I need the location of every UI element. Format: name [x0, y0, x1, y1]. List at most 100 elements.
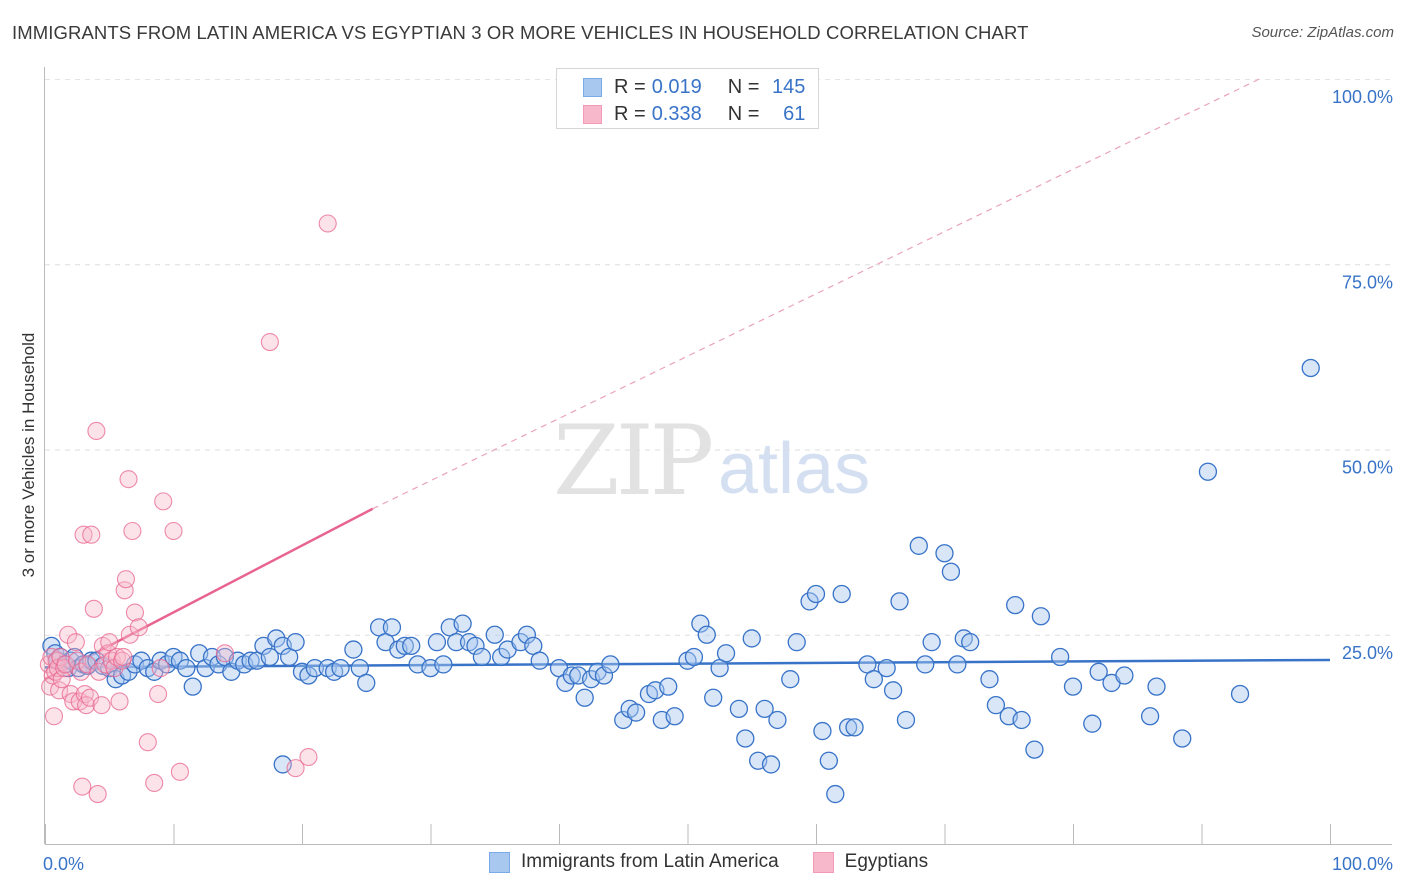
scatter-point-egyptians	[116, 570, 136, 589]
scatter-point-latin-america	[922, 633, 941, 652]
legend-swatch-blue	[489, 851, 510, 873]
tick-labels: 25.0% 50.0% 75.0% 100.0% 0.0% 100.0%	[43, 87, 1393, 874]
scatter-point-egyptians	[88, 785, 107, 804]
trend-line-latin-america	[44, 658, 1331, 669]
scatter-point-egyptians	[120, 625, 139, 644]
scatter-point-latin-america	[832, 584, 851, 604]
scatter-point-latin-america	[357, 673, 376, 693]
source-label: Source: ZipAtlas.com	[1251, 24, 1394, 41]
r-label: R =	[614, 75, 646, 98]
scatter-point-latin-america	[729, 699, 749, 718]
n-label: N =	[727, 75, 760, 98]
scatter-point-egyptians	[164, 521, 183, 541]
scatter-point-egyptians	[318, 214, 337, 233]
correlation-legend: R = 0.019 N = 145 R = 0.338 N = 61	[556, 68, 819, 129]
scatter-point-latin-america	[395, 636, 414, 656]
scatter-point-egyptians	[299, 747, 318, 767]
n-value: 61	[783, 102, 806, 125]
scatter-point-latin-america	[1083, 714, 1102, 733]
legend-item-egyptians: Egyptians	[812, 851, 929, 873]
scatter-point-latin-america	[1198, 462, 1218, 481]
legend-row-latin-america: R = 0.019 N = 145	[583, 75, 805, 99]
scatter-point-latin-america	[1031, 607, 1051, 626]
scatter-point-latin-america	[909, 536, 928, 555]
watermark-zip: ZIP	[553, 405, 714, 517]
scatter-point-egyptians	[170, 762, 189, 781]
scatter-point-latin-america	[755, 699, 774, 718]
scatter-point-egyptians	[151, 659, 170, 678]
scatter-point-egyptians	[84, 599, 103, 618]
scatter-point-latin-america	[562, 666, 581, 685]
scatter-point-latin-america	[402, 636, 421, 656]
scatter-point-latin-america	[1006, 595, 1025, 615]
scatter-point-latin-america	[1063, 677, 1083, 696]
scatter-point-latin-america	[447, 633, 466, 652]
scatter-point-latin-america	[781, 670, 800, 689]
y-tick-label: 75.0%	[1342, 272, 1393, 292]
scatter-point-egyptians	[286, 759, 305, 778]
scatter-point-latin-america	[260, 647, 280, 667]
scatter-point-latin-america	[1115, 666, 1134, 685]
scatter-point-egyptians	[73, 777, 92, 796]
scatter-point-latin-america	[485, 625, 504, 644]
x-tick-label-max: 100.0%	[1332, 854, 1393, 874]
scatter-point-egyptians	[145, 773, 164, 793]
trend-line-egyptians-extension	[372, 78, 1260, 510]
scatter-point-latin-america	[716, 644, 736, 663]
scatter-point-egyptians	[114, 647, 133, 667]
x-tick-label-min: 0.0%	[43, 854, 84, 874]
scatter-point-latin-america	[845, 718, 864, 737]
scatter-point-latin-america	[170, 651, 190, 670]
scatter-point-egyptians	[149, 684, 168, 704]
scatter-point-latin-america	[299, 666, 318, 685]
scatter-point-latin-america	[896, 710, 916, 730]
scatter-point-latin-america	[659, 677, 678, 696]
scatter-point-latin-america	[286, 633, 305, 652]
legend-swatch-pink	[583, 104, 602, 124]
scatter-point-latin-america	[864, 670, 883, 689]
legend-label: Egyptians	[844, 851, 929, 872]
trend-lines	[44, 78, 1331, 681]
scatter-point-latin-america	[665, 707, 684, 726]
scatter-point-egyptians	[61, 684, 80, 704]
scatter-point-latin-america	[530, 651, 549, 670]
scatter-point-latin-america	[1012, 710, 1031, 730]
scatter-point-latin-america	[466, 636, 485, 656]
scatter-point-latin-america	[331, 658, 350, 678]
scatter-point-latin-america	[183, 677, 202, 696]
scatter-point-latin-america	[1051, 647, 1070, 667]
scatter-point-latin-america	[704, 688, 723, 707]
scatter-point-latin-america	[838, 718, 858, 737]
series-legend: Immigrants from Latin America Egyptians	[489, 851, 962, 873]
legend-swatch-pink	[812, 851, 834, 873]
scatter-point-latin-america	[691, 614, 710, 633]
scatter-point-egyptians	[260, 333, 279, 352]
scatter-point-latin-america	[941, 562, 961, 581]
scatter-point-egyptians	[52, 670, 71, 689]
n-label: N =	[727, 102, 760, 125]
watermark-atlas: atlas	[718, 429, 871, 509]
scatter-point-latin-america	[241, 651, 260, 670]
series-egyptians-points	[39, 214, 337, 804]
scatter-point-egyptians	[71, 662, 91, 681]
scatter-point-latin-america	[826, 784, 845, 804]
scatter-point-egyptians	[100, 633, 119, 652]
scatter-point-latin-america	[177, 658, 196, 678]
scatter-point-latin-america	[697, 625, 716, 644]
scatter-point-latin-america	[980, 670, 999, 689]
scatter-point-latin-america	[736, 729, 755, 748]
scatter-point-latin-america	[768, 710, 787, 730]
scatter-point-latin-america	[961, 633, 980, 652]
scatter-point-latin-america	[806, 584, 826, 604]
y-tick-label: 100.0%	[1332, 87, 1393, 107]
scatter-point-egyptians	[119, 470, 138, 489]
scatter-point-latin-america	[890, 592, 909, 611]
r-value: 0.019	[651, 75, 702, 98]
scatter-point-latin-america	[1140, 707, 1160, 726]
scatter-point-egyptians	[89, 662, 109, 681]
scatter-point-latin-america	[1025, 740, 1044, 759]
scatter-point-latin-america	[434, 655, 453, 674]
scatter-point-latin-america	[267, 629, 286, 648]
scatter-point-latin-america	[453, 614, 472, 633]
series-latin-america-points	[42, 358, 1320, 804]
